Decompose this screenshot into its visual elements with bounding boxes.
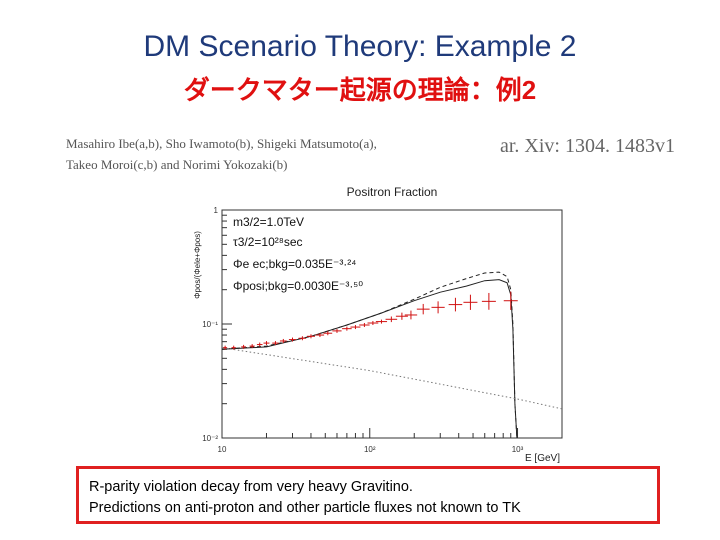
- parameter-annotation: τ3/2=10²⁸sec: [233, 235, 303, 249]
- measurement-point: [385, 316, 398, 323]
- measurement-point: [272, 341, 279, 346]
- data-points-group: [223, 291, 518, 350]
- y-tick-label: 10⁻¹: [202, 320, 218, 329]
- measurement-point: [359, 323, 370, 328]
- measurement-point: [350, 325, 361, 330]
- measurement-point: [256, 342, 263, 347]
- measurement-point: [315, 333, 325, 338]
- measurement-point: [375, 319, 388, 324]
- annotation-group: m3/2=1.0TeV τ3/2=10²⁸sec Φe ec;bkg=0.035E⁻…: [233, 215, 363, 293]
- measurement-point: [323, 331, 333, 336]
- measurement-point: [279, 338, 287, 343]
- x-tick-label: 10²: [364, 445, 376, 454]
- measurement-point: [431, 301, 445, 314]
- measurement-point: [463, 294, 478, 310]
- tick-group: 10 10² 10³ 1 10⁻¹ 10⁻²: [202, 206, 563, 454]
- y-tick-label: 10⁻²: [202, 434, 218, 443]
- measurement-point: [395, 312, 408, 320]
- y-tick-label: 1: [214, 206, 219, 215]
- parameter-annotation: m3/2=1.0TeV: [233, 215, 304, 229]
- measurement-point: [503, 291, 518, 310]
- authors-line-1: Masahiro Ibe(a,b), Sho Iwamoto(b), Shige…: [66, 136, 377, 151]
- x-axis-label: E [GeV]: [525, 453, 560, 464]
- measurement-point: [481, 292, 496, 310]
- dotted-model-curve: [221, 347, 563, 410]
- positron-fraction-chart: Positron Fraction Φpos/(Φele+Φpos) E [Ge…: [193, 185, 563, 464]
- measurement-point: [448, 297, 463, 312]
- caption-line-1: R-parity violation decay from very heavy…: [89, 479, 413, 495]
- slide-title: DM Scenario Theory: Example 2: [143, 30, 577, 63]
- authors-line-2: Takeo Moroi(c,b) and Norimi Yokozaki(b): [66, 157, 288, 172]
- measurement-point: [231, 345, 236, 350]
- parameter-annotation: Φe ec;bkg=0.035E⁻³·²⁴: [233, 257, 356, 271]
- caption-box: R-parity violation decay from very heavy…: [76, 466, 660, 524]
- x-tick-label: 10³: [512, 445, 524, 454]
- series-group: [221, 271, 563, 439]
- measurement-point: [263, 341, 270, 346]
- measurement-point: [249, 344, 255, 349]
- measurement-point: [241, 344, 246, 349]
- measurement-point: [367, 321, 379, 326]
- measurement-point: [416, 303, 430, 315]
- measurement-point: [332, 328, 342, 333]
- paper-authors: Masahiro Ibe(a,b), Sho Iwamoto(b), Shige…: [66, 133, 486, 175]
- measurement-point: [298, 336, 307, 341]
- measurement-point: [342, 326, 352, 331]
- measurement-point: [223, 345, 228, 350]
- solid-model-curve: [221, 279, 518, 439]
- chart-title: Positron Fraction: [347, 185, 438, 199]
- arxiv-id: ar. Xiv: 1304. 1483v1: [500, 135, 675, 157]
- slide-subtitle: ダークマター起源の理論：例2: [183, 75, 537, 105]
- measurement-point: [404, 310, 418, 320]
- x-tick-label: 10: [218, 445, 227, 454]
- y-axis-label: Φpos/(Φele+Φpos): [193, 231, 202, 299]
- measurement-point: [288, 337, 297, 342]
- measurement-point: [306, 334, 315, 339]
- caption-line-2: Predictions on anti-proton and other par…: [89, 500, 521, 516]
- parameter-annotation: Φposi;bkg=0.0030E⁻³·⁵⁰: [233, 279, 363, 293]
